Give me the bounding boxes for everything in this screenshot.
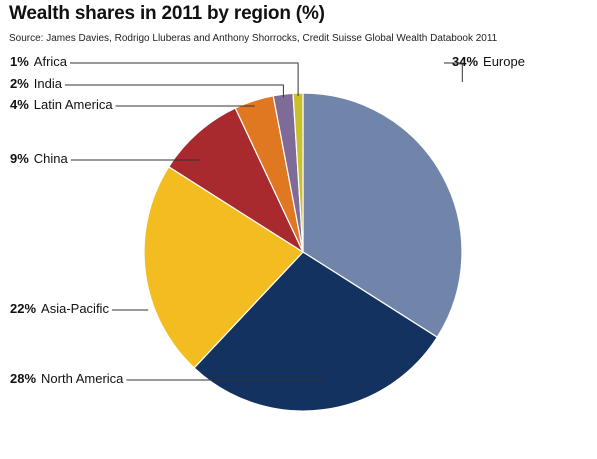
leader-line-europe bbox=[444, 62, 463, 82]
slice-label-india: 2% India bbox=[10, 76, 63, 91]
slice-label-europe: 34% Europe bbox=[452, 54, 525, 69]
chart-title: Wealth shares in 2011 by region (%) bbox=[9, 3, 325, 24]
leader-line-africa bbox=[70, 62, 299, 97]
pie-slice-china bbox=[167, 107, 305, 254]
slice-label-africa: 1% Africa bbox=[10, 54, 68, 69]
chart-source: Source: James Davies, Rodrigo Lluberas a… bbox=[9, 33, 498, 44]
leader-line-india bbox=[65, 84, 284, 98]
slice-label-asia-pacific: 22% Asia-Pacific bbox=[10, 301, 109, 316]
pie-slice-north-america bbox=[193, 251, 439, 412]
pie-slice-europe bbox=[302, 92, 463, 339]
slice-label-china: 9% China bbox=[10, 151, 69, 166]
pie-slice-asia-pacific bbox=[143, 165, 304, 369]
slice-label-latin-america: 4% Latin America bbox=[10, 97, 113, 112]
slice-label-north-america: 28% North America bbox=[10, 371, 124, 386]
